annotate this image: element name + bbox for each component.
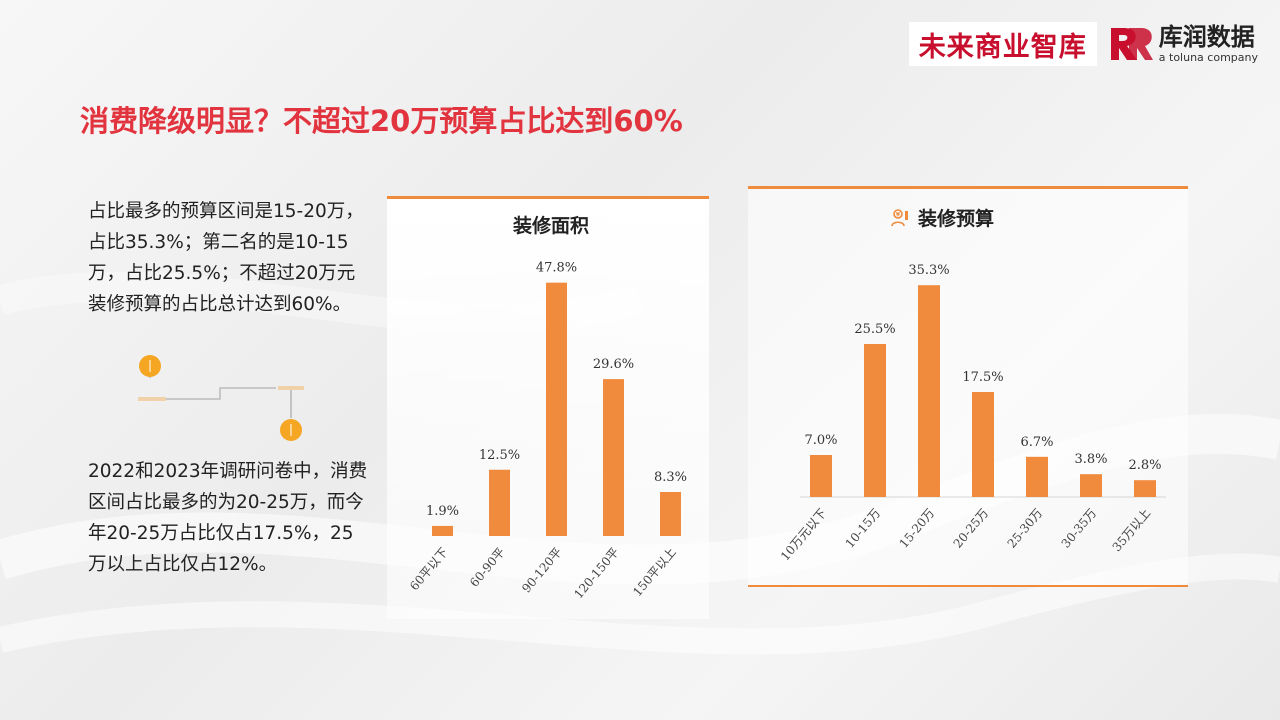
header-logos: 未来商业智库 库润数据 a toluna company: [908, 21, 1258, 67]
bar-1: [489, 469, 510, 536]
x-tick-label-4: 150平以上: [630, 545, 679, 599]
kurun-logo-mark-icon: [1110, 28, 1153, 60]
summary-paragraph-1: 占比最多的预算区间是15-20万，占比35.3%；第二名的是10-15万，占比2…: [88, 201, 364, 315]
logo-weilai-text: 未来商业智库: [918, 31, 1087, 63]
x-tick-label-5: 30-35万: [1059, 506, 1100, 551]
area-chart: 1.9% 60平以下 12.5% 60-90平 47.8% 90-120平 29.6% 120…: [407, 261, 687, 602]
x-tick-label-2: 90-120平: [519, 545, 565, 596]
budget-chart-header: ¥ 装修预算: [890, 204, 994, 231]
x-tick-label-2: 15-20万: [897, 506, 938, 551]
bar-value-label-3: 17.5%: [962, 370, 1003, 385]
page-title: 消费降级明显？不超过20万预算占比达到60%: [80, 104, 683, 138]
bar-value-label-1: 25.5%: [854, 322, 895, 337]
x-tick-label-0: 60平以下: [407, 545, 451, 593]
bar-value-label-1: 12.5%: [479, 448, 520, 463]
bar-value-label-3: 29.6%: [593, 357, 634, 372]
bar-2: [546, 282, 567, 536]
bar-5: [1080, 474, 1102, 497]
x-tick-label-3: 120-150平: [571, 545, 621, 601]
budget-chart-title: 装修预算: [918, 208, 995, 230]
summary-paragraph-2: 2022和2023年调研问卷中，消费区间占比最多的为20-25万，而今年20-2…: [88, 461, 368, 575]
x-tick-label-1: 10-15万: [843, 506, 884, 551]
logo-kurun: 库润数据 a toluna company: [1107, 24, 1258, 64]
budget-chart-panel: ¥ 装修预算 7.0% 10万元以下 25.5% 10-15万 35.3% 15-20万 1…: [748, 186, 1188, 587]
x-tick-label-4: 25-30万: [1005, 506, 1046, 551]
svg-text:¥: ¥: [896, 211, 901, 218]
bar-1: [864, 344, 886, 497]
area-chart-title: 装修面积: [513, 215, 590, 237]
bar-value-label-2: 35.3%: [908, 263, 949, 278]
x-tick-label-3: 20-25万: [951, 506, 992, 551]
bar-0: [810, 455, 832, 497]
bar-4: [660, 492, 681, 536]
money-person-icon: ¥: [891, 208, 908, 226]
bar-value-label-6: 2.8%: [1128, 458, 1161, 473]
bar-3: [972, 392, 994, 497]
logo-kurun-name: 库润数据: [1158, 23, 1255, 51]
x-tick-label-1: 60-90平: [467, 545, 508, 590]
bar-value-label-4: 8.3%: [654, 470, 687, 485]
logo-weilai: 未来商业智库: [908, 22, 1097, 66]
bar-2: [918, 285, 940, 497]
bar-value-label-0: 7.0%: [804, 433, 837, 448]
bar-value-label-5: 3.8%: [1074, 452, 1107, 467]
bar-0: [432, 525, 453, 536]
bar-3: [603, 379, 624, 536]
decorative-timeline: [138, 355, 304, 441]
logo-kurun-sub: a toluna company: [1158, 51, 1258, 64]
bar-value-label-4: 6.7%: [1020, 435, 1053, 450]
bar-4: [1026, 456, 1048, 497]
x-tick-label-0: 10万元以下: [778, 506, 829, 563]
bar-value-label-2: 47.8%: [536, 261, 577, 276]
bar-value-label-0: 1.9%: [426, 504, 459, 519]
budget-chart: 7.0% 10万元以下 25.5% 10-15万 35.3% 15-20万 17.5% 20-…: [778, 263, 1166, 563]
area-chart-panel: 装修面积 1.9% 60平以下 12.5% 60-90平 47.8% 90-120平 29.…: [387, 196, 709, 619]
bar-6: [1134, 480, 1156, 497]
x-tick-label-6: 35万以上: [1110, 506, 1154, 554]
